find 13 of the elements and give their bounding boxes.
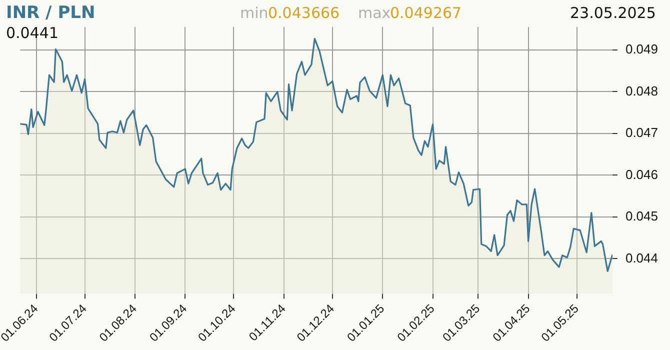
text: 23.05.2025 (570, 4, 656, 22)
y-tick-label: 0.048 (625, 83, 658, 98)
chart-title: INR / PLN (6, 3, 96, 23)
text: 0.049267 (390, 4, 462, 22)
annotation: 0.0441 (6, 24, 58, 42)
y-tick-label: 0.047 (625, 125, 658, 140)
text: max (358, 4, 391, 22)
y-tick-label: 0.045 (625, 208, 658, 224)
y-tick-label: 0.046 (625, 166, 658, 182)
text: min (240, 4, 268, 22)
text: 0.043666 (268, 4, 340, 22)
y-tick-label: 0.049 (625, 42, 658, 57)
y-tick-label: 0.044 (625, 250, 658, 266)
